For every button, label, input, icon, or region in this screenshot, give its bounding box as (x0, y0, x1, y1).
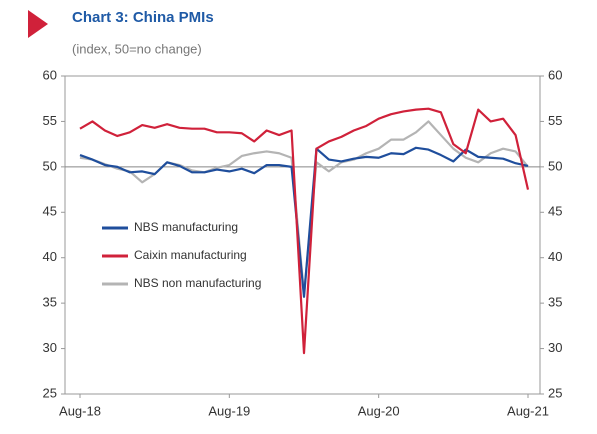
y2-tick-label: 35 (548, 295, 562, 310)
legend-label: NBS manufacturing (134, 220, 238, 234)
y-tick-label: 40 (43, 249, 57, 264)
y2-tick-label: 60 (548, 67, 562, 82)
series-line (79, 120, 529, 296)
y2-tick-label: 50 (548, 158, 562, 173)
y-tick-label: 30 (43, 340, 57, 355)
y2-tick-label: 30 (548, 340, 562, 355)
legend-label: NBS non manufacturing (134, 276, 261, 290)
x-tick-label: Aug-19 (208, 403, 250, 418)
y-tick-label: 25 (43, 385, 57, 400)
x-tick-label: Aug-20 (358, 403, 400, 418)
y2-tick-label: 25 (548, 385, 562, 400)
y-tick-label: 55 (43, 113, 57, 128)
y-tick-label: 35 (43, 295, 57, 310)
chart-title: Chart 3: China PMIs (72, 9, 214, 26)
y2-tick-label: 45 (548, 204, 562, 219)
series-line (79, 107, 530, 355)
y2-tick-label: 55 (548, 113, 562, 128)
series-line (79, 146, 529, 298)
y2-tick-label: 40 (548, 249, 562, 264)
x-tick-label: Aug-21 (507, 403, 549, 418)
y-tick-label: 50 (43, 158, 57, 173)
plot-frame (64, 75, 541, 395)
y-tick-label: 45 (43, 204, 57, 219)
legend-label: Caixin manufacturing (134, 248, 247, 262)
y-tick-label: 60 (43, 67, 57, 82)
chart-subtitle: (index, 50=no change) (72, 41, 202, 56)
title-marker (28, 10, 48, 38)
x-tick-label: Aug-18 (59, 403, 101, 418)
